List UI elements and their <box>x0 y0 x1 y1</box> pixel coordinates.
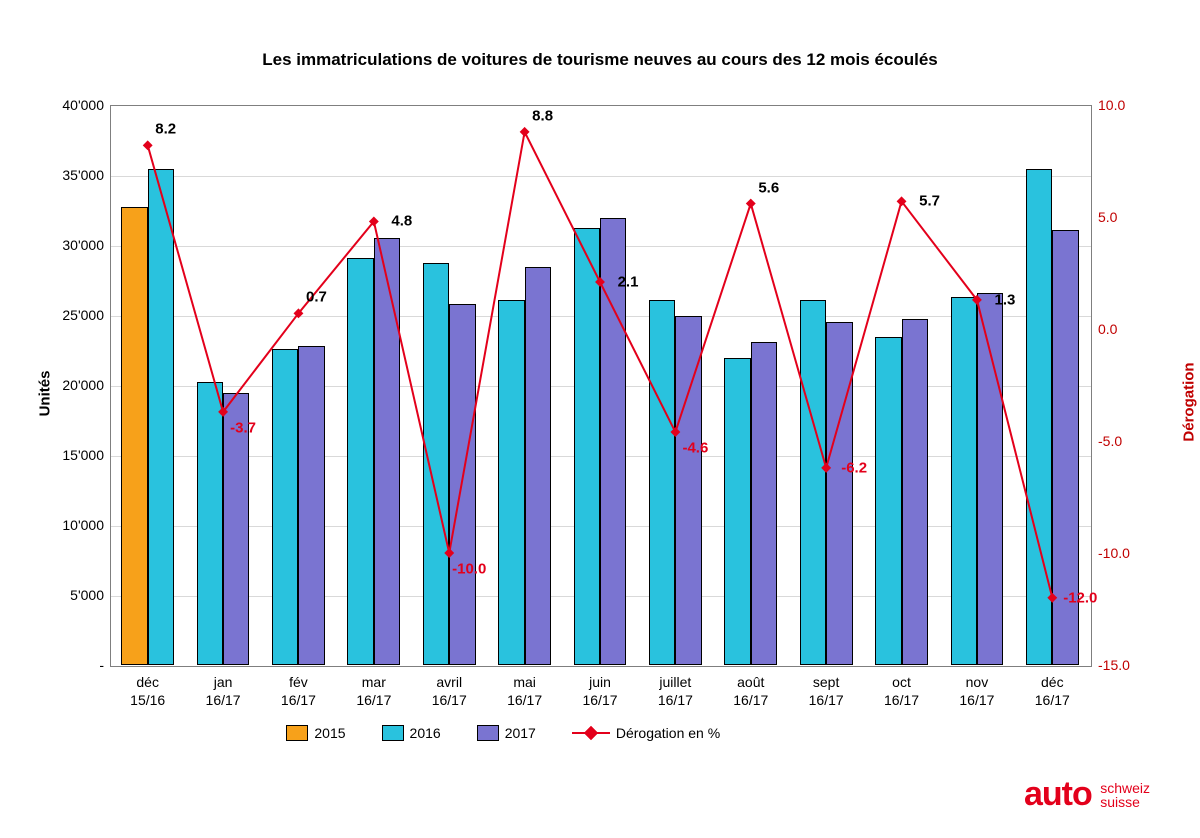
derogation-label: 4.8 <box>391 213 412 230</box>
legend-label: 2016 <box>410 725 441 741</box>
brand-logo: auto schweiz suisse <box>1024 775 1150 814</box>
derogation-label: 1.3 <box>994 291 1015 308</box>
line-layer <box>0 0 1200 838</box>
logo-brand-text: auto <box>1024 775 1092 814</box>
derogation-marker <box>670 427 680 437</box>
legend-item-derogation: Dérogation en % <box>572 725 720 741</box>
legend-line-icon <box>572 728 610 738</box>
legend-label: Dérogation en % <box>616 725 720 741</box>
legend-item-s2016: 2016 <box>382 725 441 741</box>
derogation-label: 8.8 <box>532 107 553 124</box>
legend-label: 2017 <box>505 725 536 741</box>
derogation-label: -12.0 <box>1063 589 1097 606</box>
derogation-label: -10.0 <box>452 561 486 578</box>
legend-swatch <box>286 725 308 741</box>
derogation-label: 5.7 <box>919 193 940 210</box>
derogation-label: -4.6 <box>682 440 708 457</box>
legend-item-s2015: 2015 <box>286 725 345 741</box>
derogation-label: 8.2 <box>155 121 176 138</box>
derogation-label: -6.2 <box>841 459 867 476</box>
legend: 2015 2016 2017 Dérogation en % <box>286 725 720 741</box>
derogation-marker <box>821 463 831 473</box>
derogation-line <box>148 132 1053 598</box>
logo-suffix-bottom: suisse <box>1100 794 1140 810</box>
legend-swatch <box>477 725 499 741</box>
derogation-marker <box>520 127 530 137</box>
derogation-label: -3.7 <box>230 419 256 436</box>
logo-suffix: schweiz suisse <box>1100 781 1150 809</box>
derogation-marker <box>1047 593 1057 603</box>
legend-label: 2015 <box>314 725 345 741</box>
derogation-marker <box>143 140 153 150</box>
legend-item-s2017: 2017 <box>477 725 536 741</box>
derogation-marker <box>444 548 454 558</box>
derogation-marker <box>595 277 605 287</box>
derogation-label: 2.1 <box>618 273 639 290</box>
chart-container: Les immatriculations de voitures de tour… <box>0 0 1200 838</box>
legend-swatch <box>382 725 404 741</box>
derogation-marker <box>746 199 756 209</box>
derogation-label: 0.7 <box>306 289 327 306</box>
derogation-label: 5.6 <box>758 179 779 196</box>
